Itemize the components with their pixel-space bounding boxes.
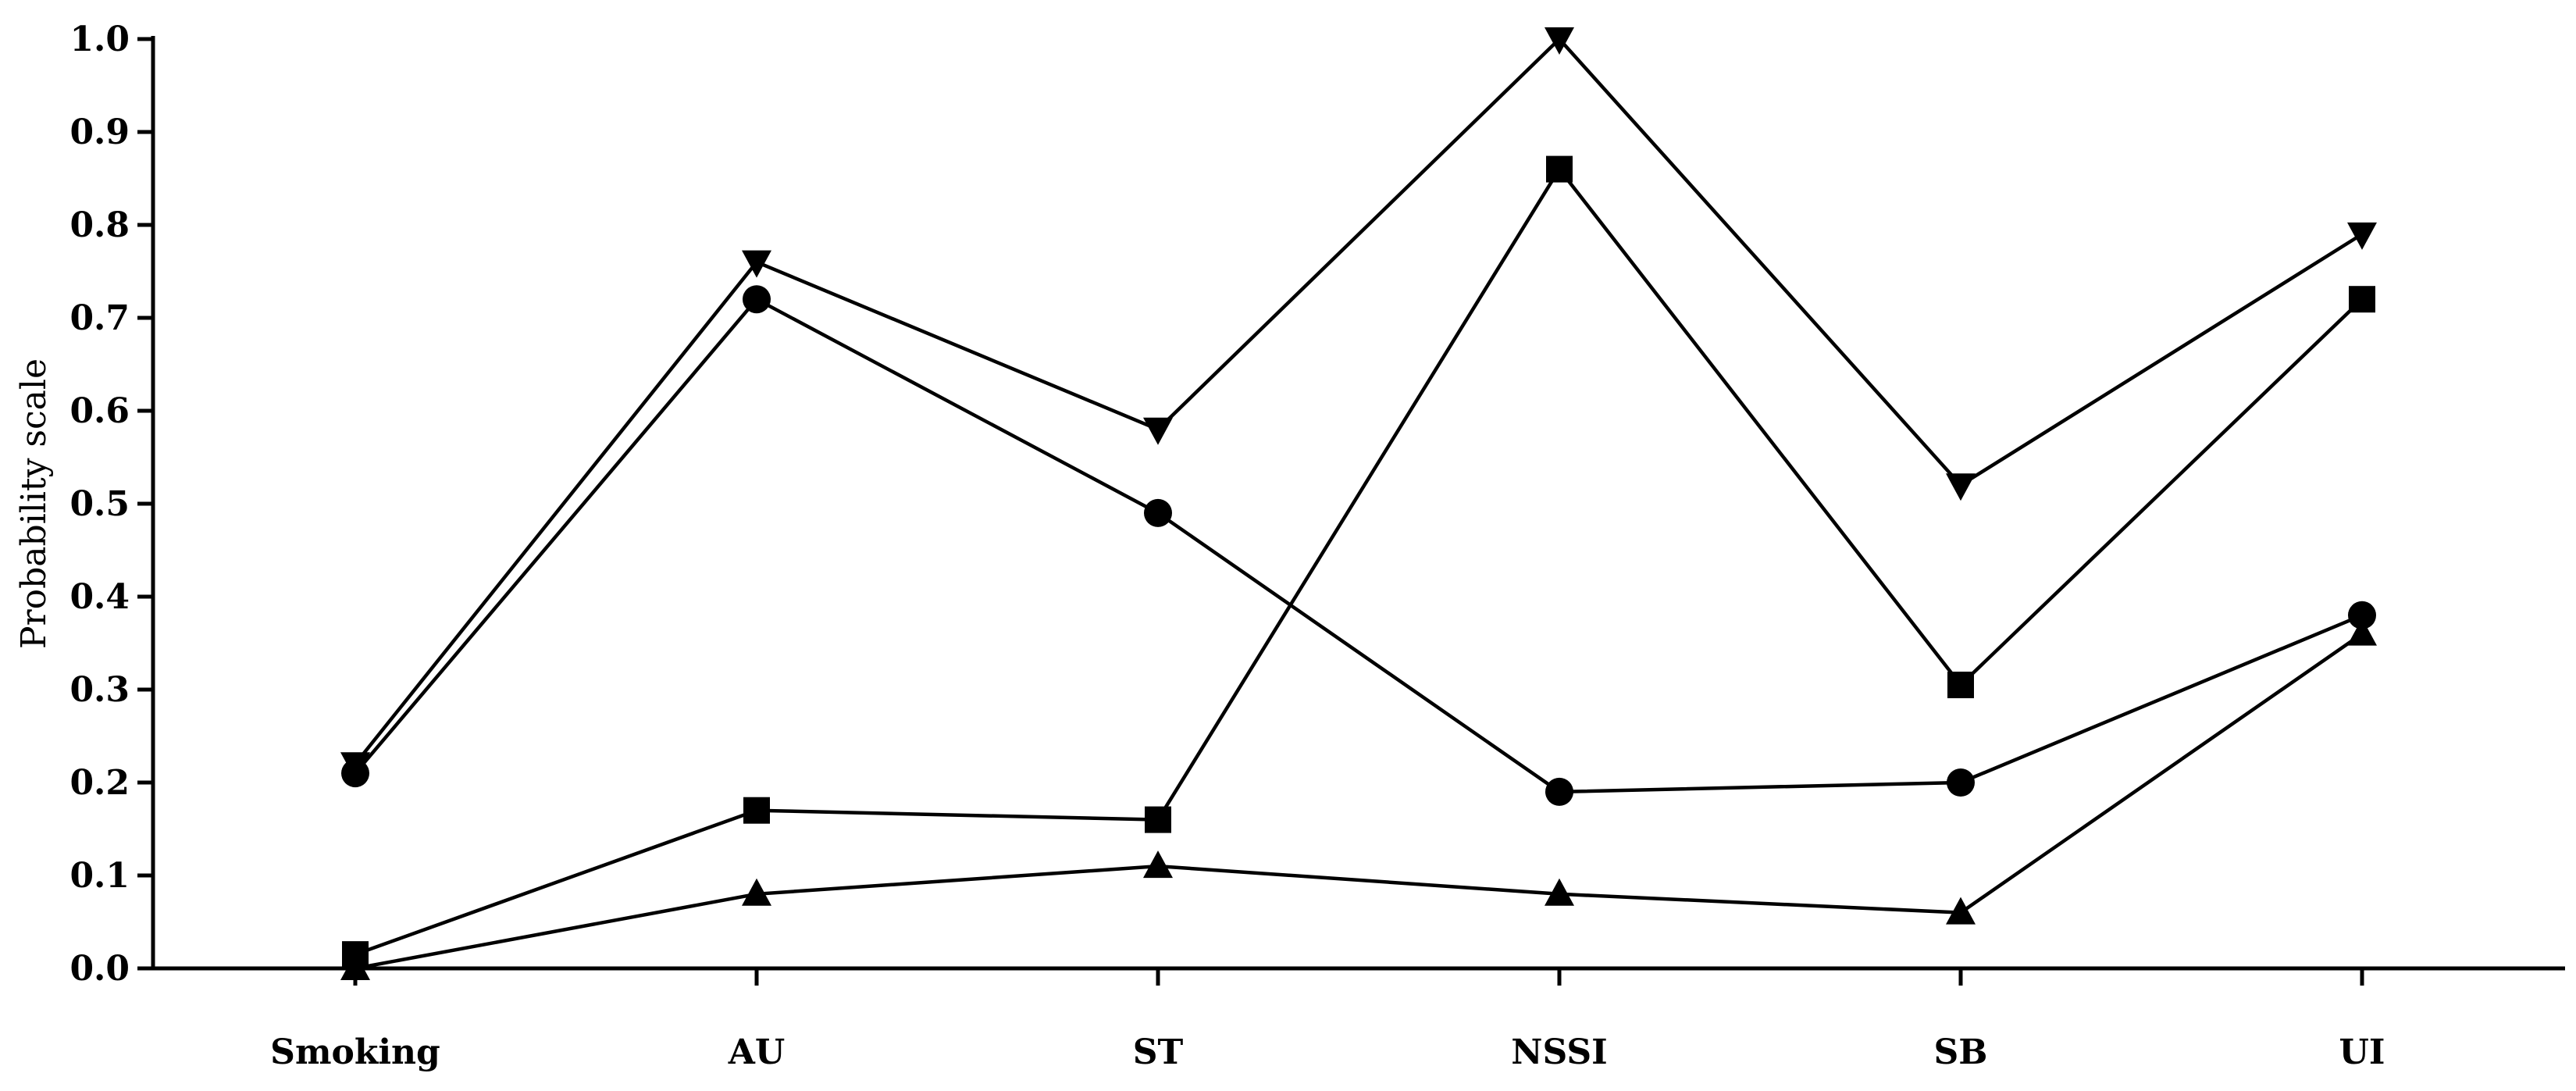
y-tick-label: 0.9	[69, 112, 130, 152]
data-point-triangle-down	[742, 250, 771, 278]
series-square	[342, 155, 2375, 968]
x-tick-label: UI	[2339, 1032, 2385, 1072]
y-tick-label: 0.5	[69, 484, 130, 524]
series-line-triangle-up	[355, 632, 2364, 971]
data-point-triangle-up	[1143, 850, 1173, 879]
y-tick-label: 0.7	[69, 298, 130, 338]
series-triangle-up	[340, 618, 2377, 980]
data-point-square	[2349, 286, 2375, 313]
y-tick-label: 0.8	[69, 205, 130, 245]
y-tick-label: 0.4	[69, 577, 130, 617]
series-line-triangle-down	[354, 36, 2364, 765]
data-point-triangle-up	[1946, 897, 1976, 925]
y-axis-title: Probability scale	[14, 358, 54, 649]
data-point-triangle-up	[742, 878, 771, 906]
data-point-triangle-up	[340, 953, 370, 980]
y-tick-label: 0.2	[69, 763, 130, 803]
series-triangle-down	[340, 27, 2377, 780]
y-tick-label: 0.1	[69, 856, 130, 896]
x-tick-label: NSSI	[1511, 1032, 1607, 1072]
data-point-square	[1546, 155, 1573, 183]
x-tick-label: ST	[1133, 1032, 1184, 1072]
data-point-triangle-down	[1143, 417, 1173, 445]
y-tick-label: 0.6	[69, 391, 130, 431]
data-point-square	[1145, 806, 1171, 833]
data-point-circle	[1947, 768, 1975, 797]
x-tick-label: Smoking	[270, 1032, 440, 1072]
series-line-square	[355, 166, 2364, 957]
y-tick-label: 0.0	[69, 949, 130, 989]
data-point-square	[1947, 672, 1974, 699]
series-circle	[341, 285, 2376, 806]
data-point-triangle-down	[1545, 27, 1574, 55]
data-point-triangle-down	[2347, 222, 2377, 250]
y-axis-ticks: 0.0 0.1 0.2 0.3 0.4 0.5 0.6 0.7 0.8 0.9 1.0	[69, 20, 153, 989]
y-tick-label: 1.0	[69, 20, 130, 59]
data-point-triangle-up	[2347, 618, 2377, 646]
y-tick-label: 0.3	[69, 670, 130, 710]
axes: 0.0 0.1 0.2 0.3 0.4 0.5 0.6 0.7 0.8 0.9 1.0 Smokin…	[14, 20, 2565, 1072]
data-point-triangle-up	[1545, 878, 1574, 906]
data-point-circle	[743, 285, 771, 314]
x-tick-label: AU	[728, 1032, 786, 1072]
data-point-circle	[2348, 601, 2376, 629]
series-layer	[340, 27, 2377, 980]
data-point-circle	[1144, 498, 1172, 527]
x-axis-ticks: Smoking AU ST NSSI SB UI	[270, 968, 2385, 1072]
x-tick-label: SB	[1934, 1032, 1988, 1072]
data-point-circle	[341, 759, 369, 788]
data-point-circle	[1545, 777, 1573, 806]
data-point-square	[743, 797, 770, 824]
series-line-circle	[354, 297, 2363, 794]
data-point-triangle-down	[1946, 473, 1976, 501]
